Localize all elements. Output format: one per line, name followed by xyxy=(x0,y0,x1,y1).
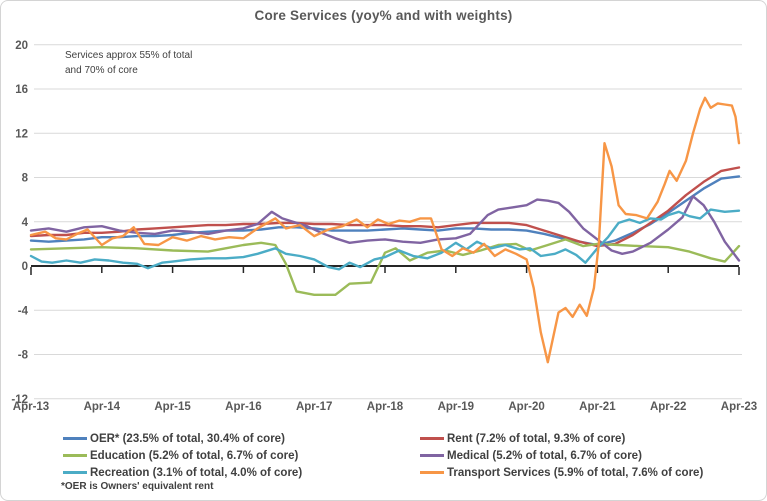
series-line-education xyxy=(29,238,741,296)
legend: OER* (23.5% of total, 30.4% of core) Educ… xyxy=(63,430,703,481)
legend-swatch-rent xyxy=(420,437,444,440)
legend-item-recreation: Recreation (3.1% of total, 4.0% of core) xyxy=(63,464,420,481)
y-axis-tick-label: 0 xyxy=(22,261,28,273)
series-line-transport xyxy=(29,96,741,364)
x-axis-tick-label: Apr-22 xyxy=(650,401,686,413)
footnote-oer-definition: *OER is Owners' equivalent rent xyxy=(61,481,214,492)
legend-swatch-transport xyxy=(420,471,444,474)
x-axis-tick-label: Apr-15 xyxy=(154,401,191,413)
legend-swatch-medical xyxy=(420,454,444,457)
y-axis-tick-label: 4 xyxy=(22,217,29,229)
legend-swatch-oer xyxy=(63,437,87,440)
x-axis-tick-label: Apr-23 xyxy=(721,401,757,413)
legend-label-oer: OER* (23.5% of total, 30.4% of core) xyxy=(90,432,285,445)
y-axis-tick-label: 8 xyxy=(22,173,29,185)
legend-item-rent: Rent (7.2% of total, 9.3% of core) xyxy=(420,430,703,447)
x-axis-tick-label: Apr-16 xyxy=(225,401,261,413)
legend-item-medical: Medical (5.2% of total, 6.7% of core) xyxy=(420,447,703,464)
series-line-oer xyxy=(29,175,741,247)
x-axis-tick-label: Apr-17 xyxy=(296,401,332,413)
y-axis-tick-label: 12 xyxy=(15,128,28,140)
plot-area: -12 -8 -4 0 4 8 12 16 20 Apr-13 Apr-14 Apr-15 Apr-16… xyxy=(11,40,757,413)
chart-title: Core Services (yoy% and with weights) xyxy=(254,8,513,23)
legend-item-transport: Transport Services (5.9% of total, 7.6% … xyxy=(420,464,703,481)
x-axis-tick-label: Apr-18 xyxy=(367,401,404,413)
series-line-recreation xyxy=(29,208,741,271)
legend-label-education: Education (5.2% of total, 6.7% of core) xyxy=(90,449,299,462)
legend-item-education: Education (5.2% of total, 6.7% of core) xyxy=(63,447,420,464)
legend-label-transport: Transport Services (5.9% of total, 7.6% … xyxy=(447,466,704,479)
x-axis-tick-label: Apr-21 xyxy=(579,401,616,413)
x-axis-tick-label: Apr-19 xyxy=(438,401,474,413)
legend-label-medical: Medical (5.2% of total, 6.7% of core) xyxy=(447,449,642,462)
annotation-services-share: Services approx 55% of total and 70% of … xyxy=(65,50,193,76)
y-axis-tick-label: -12 xyxy=(11,394,28,406)
y-axis-tick-label: 16 xyxy=(15,84,28,96)
x-axis-tick-label: Apr-14 xyxy=(84,401,121,413)
y-axis-tick-label: 20 xyxy=(15,40,28,52)
series-line-medical xyxy=(29,195,741,262)
series-line-rent xyxy=(29,166,741,248)
x-axis-tick-label: Apr-20 xyxy=(508,401,544,413)
legend-item-oer: OER* (23.5% of total, 30.4% of core) xyxy=(63,430,420,447)
y-axis-tick-label: -8 xyxy=(18,350,29,362)
legend-label-rent: Rent (7.2% of total, 9.3% of core) xyxy=(447,432,626,445)
y-axis-tick-label: -4 xyxy=(18,305,29,317)
legend-swatch-recreation xyxy=(63,471,87,474)
x-axis-tick-label: Apr-13 xyxy=(13,401,49,413)
legend-swatch-education xyxy=(63,454,87,457)
legend-label-recreation: Recreation (3.1% of total, 4.0% of core) xyxy=(90,466,303,479)
